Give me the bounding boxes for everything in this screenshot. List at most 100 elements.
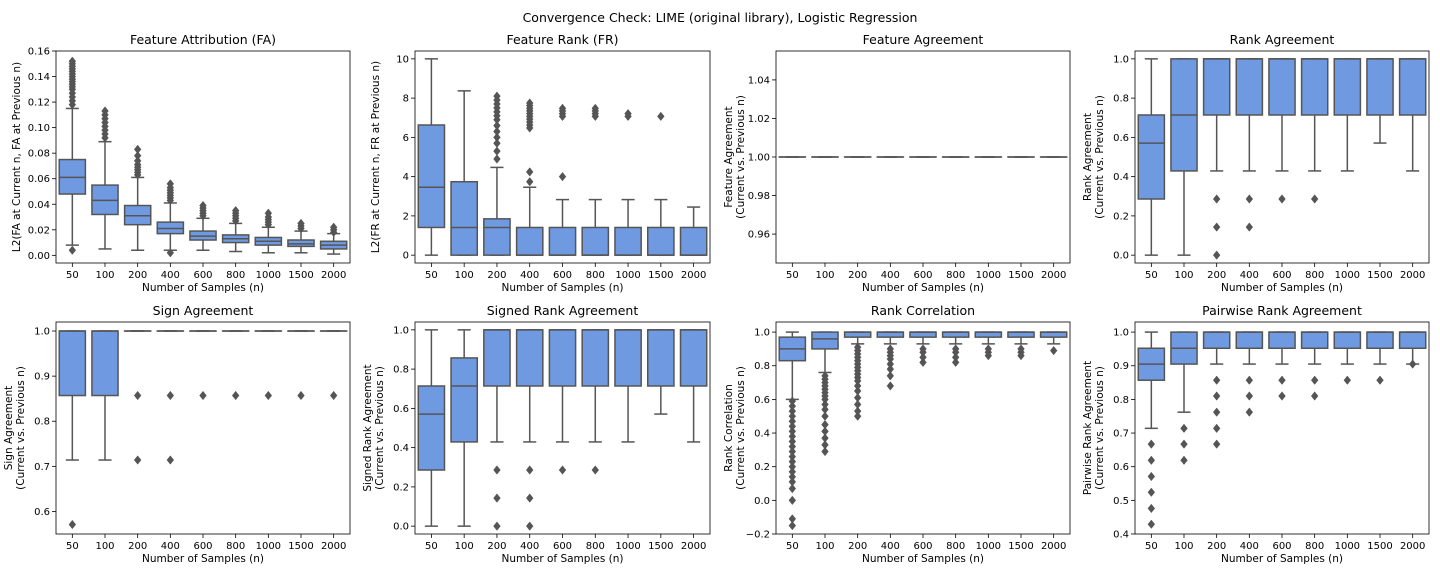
flier-point [1147,487,1156,497]
x-tick-label: 800 [1305,270,1324,281]
subplot-1: Feature Attribution (FA) 0.00 0.02 0.04 0.06… [11,32,351,294]
x-tick-label: 600 [913,270,932,281]
flier-point [788,436,797,447]
x-tick-label: 1000 [976,270,1001,281]
flier-point [788,401,797,411]
y-tick-label: 6 [403,133,409,144]
x-tick-label: 1500 [288,541,313,552]
x-axis-label: Number of Samples (n) [142,282,264,294]
flier-point [493,120,501,131]
flier-point [329,222,338,232]
flier-point [821,419,829,430]
flier-point [788,514,797,524]
flier-point [1310,194,1319,204]
flier-point [1180,439,1188,449]
x-tick-label: 2000 [1041,541,1066,552]
x-tick-label: 1000 [256,541,281,552]
x-tick-label: 600 [1272,541,1291,552]
flier-point [1212,194,1221,204]
x-tick-label: 50 [66,541,79,552]
x-tick-label: 600 [913,541,932,552]
box [1300,58,1329,116]
y-tick-label: 0.7 [34,462,50,473]
flier-point [657,111,665,122]
x-tick-label: 200 [848,270,867,281]
flier-point [526,177,534,187]
flier-point [886,359,895,369]
flier-point [821,411,829,421]
box [1398,331,1427,349]
flier-point [788,431,797,442]
flier-point [788,426,797,437]
flier-point [1278,375,1286,385]
flier-point [788,406,797,416]
x-tick-label: 200 [1207,270,1226,281]
axes-frame [1134,321,1430,535]
x-tick-label: 600 [553,270,572,281]
x-tick-label: 1500 [648,541,673,552]
flier-point [821,371,829,381]
subplot-grid: Feature Attribution (FA)0.000.020.040.06… [3,32,1430,565]
x-tick-label: 1500 [1367,270,1392,281]
y-tick-label: 0.00 [28,251,50,262]
figure-title: Convergence Check: LIME (original librar… [523,10,918,25]
x-tick-label: 50 [425,541,438,552]
flier-point [1343,375,1352,385]
flier-point [886,381,895,391]
flier-point [1212,407,1221,417]
y-tick-label: 0.08 [28,149,50,160]
y-tick-label: 0.2 [754,462,770,473]
box [679,226,708,256]
flier-point [591,103,599,113]
flier-point [329,390,338,401]
flier-point [526,493,534,503]
flier-point [101,106,109,116]
y-tick-label: 0.4 [1113,530,1129,541]
x-tick-label: 200 [848,541,867,552]
y-tick-label: 0.98 [748,191,770,202]
box [614,226,642,256]
y-axis-label: L2(FA at Current n, FA at Previous n) [11,62,23,252]
y-tick-label: 1.0 [393,325,409,336]
box [1202,331,1231,349]
flier-point [1408,359,1417,369]
flier-point [1310,375,1319,385]
axes-frame [414,50,711,264]
y-tick-label: 0.14 [28,72,50,83]
box [1300,331,1329,349]
box [91,330,119,397]
box [450,180,479,256]
y-tick-label: 0.8 [754,361,770,372]
box-group [417,329,708,531]
flier-point [853,406,862,416]
y-tick-label: 0.06 [28,174,50,185]
box [646,329,675,387]
flier-point [1310,391,1319,401]
subplot-title: Feature Agreement [863,32,984,47]
x-tick-label: 50 [786,541,799,552]
subplot-title: Pairwise Rank Agreement [1202,303,1362,318]
flier-point [788,520,797,531]
box [679,329,708,387]
flier-point [1147,439,1156,449]
x-tick-label: 2000 [321,270,346,281]
flier-point [68,519,77,530]
y-axis-label: L2(FR at Current n, FR at Previous n) [370,61,382,253]
y-axis-label: (Current vs. Previous n) [1094,95,1106,219]
flier-point [591,465,599,475]
flier-point [526,167,534,177]
y-axis-label: Rank Correlation [723,384,735,471]
flier-point [853,393,862,403]
flier-point [493,521,501,531]
flier-point [951,344,960,354]
flier-point [788,411,797,421]
y-tick-label: 1.0 [1113,54,1129,65]
flier-point [558,103,567,113]
x-tick-label: 800 [586,270,605,281]
flier-point [1049,345,1058,356]
x-tick-label: 200 [1207,541,1226,552]
x-tick-label: 2000 [681,541,706,552]
x-tick-label: 100 [815,541,834,552]
y-axis-label: Signed Rank Agreement [362,364,374,491]
y-tick-label: 0.0 [1113,251,1129,262]
